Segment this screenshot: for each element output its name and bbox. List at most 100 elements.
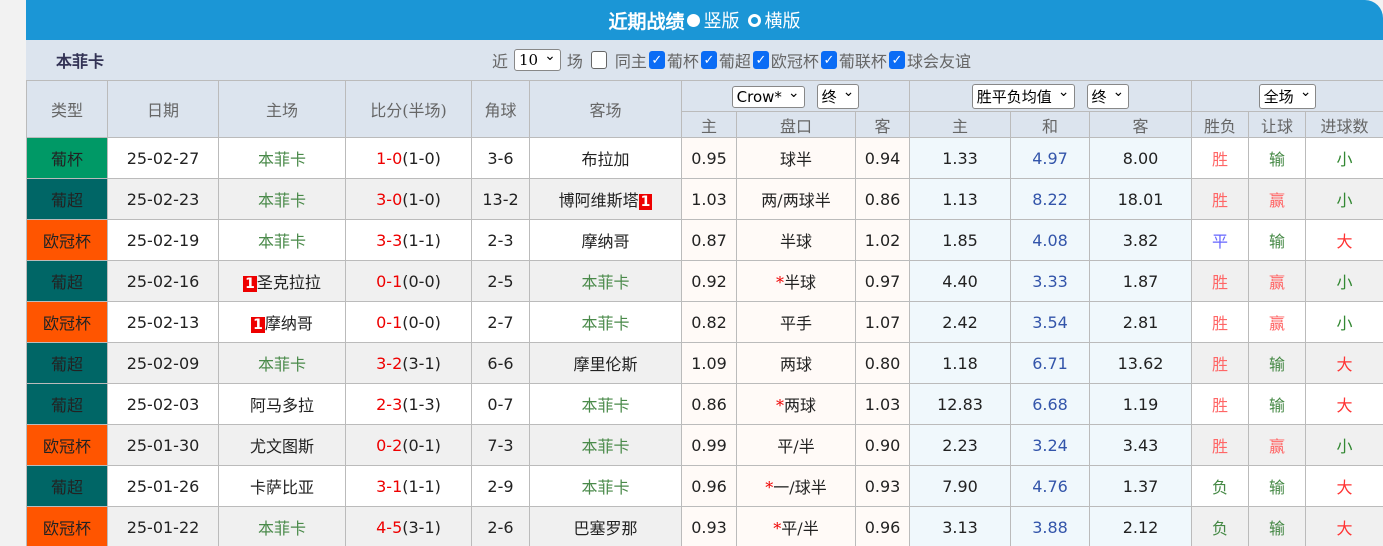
col-score: 比分(半场) — [345, 80, 472, 138]
home-team[interactable]: 本菲卡 — [218, 342, 346, 384]
result-wl: 平 — [1191, 219, 1250, 261]
home-team[interactable]: 1 圣克拉拉 — [218, 260, 346, 302]
ah-line-value: 一/球半 — [773, 478, 827, 497]
away-team[interactable]: 本菲卡 — [529, 465, 682, 507]
match-score[interactable]: 2-3(1-3) — [345, 383, 472, 425]
full-time-score: 0-1 — [376, 271, 403, 291]
home-team[interactable]: 1 摩纳哥 — [218, 301, 346, 343]
away-team-name: 布拉加 — [581, 150, 630, 169]
result-goals: 小 — [1305, 178, 1383, 220]
match-score[interactable]: 3-2(3-1) — [345, 342, 472, 384]
home-team[interactable]: 阿马多拉 — [218, 383, 346, 425]
home-team[interactable]: 本菲卡 — [218, 506, 346, 546]
same-home-checkbox[interactable] — [590, 51, 607, 69]
result-handicap: 输 — [1248, 342, 1307, 384]
away-team[interactable]: 布拉加 — [529, 137, 682, 179]
match-score[interactable]: 0-1(0-0) — [345, 260, 472, 302]
competition-type[interactable]: 欧冠杯 — [26, 424, 108, 466]
away-team-name: 本菲卡 — [581, 437, 630, 456]
radio-horizontal[interactable] — [747, 13, 761, 27]
match-score[interactable]: 3-3(1-1) — [345, 219, 472, 261]
col-ah-line: 盘口 — [736, 111, 856, 138]
away-team[interactable]: 本菲卡 — [529, 383, 682, 425]
ah-away-odds: 0.93 — [854, 465, 911, 507]
eu-stage-select[interactable]: 终 — [1086, 83, 1130, 109]
competition-type[interactable]: 欧冠杯 — [26, 301, 108, 343]
away-team-name: 本菲卡 — [581, 478, 630, 497]
col-wl: 胜负 — [1191, 111, 1250, 138]
home-team-name: 本菲卡 — [257, 519, 306, 538]
home-team[interactable]: 本菲卡 — [218, 178, 346, 220]
eu-away-odds: 8.00 — [1089, 137, 1193, 179]
competition-checkbox[interactable]: ✓ — [752, 51, 769, 69]
competition-type[interactable]: 葡超 — [26, 465, 108, 507]
eu-away-odds: 13.62 — [1089, 342, 1193, 384]
ah-line: *两球 — [736, 383, 856, 425]
ah-line: 平手 — [736, 301, 856, 343]
match-row: 葡超 25-02-23 本菲卡 3-0(1-0) 13-2 博阿维斯塔 1 1.03 两/两球半… — [26, 178, 1383, 220]
filter-row: 本菲卡 近 10 场 同主 ✓葡杯✓葡超✓欧冠杯✓葡联杯✓球会友谊 — [26, 40, 1383, 80]
full-time-score: 3-1 — [376, 476, 403, 496]
period-select[interactable]: 全场 — [1258, 83, 1317, 109]
red-card-badge: 1 — [251, 317, 265, 333]
competition-type[interactable]: 葡超 — [26, 342, 108, 384]
ah-stage-select[interactable]: 终 — [816, 83, 860, 109]
panel-title: 近期战绩 — [608, 10, 685, 33]
eu-away-odds: 1.87 — [1089, 260, 1193, 302]
home-team-name: 本菲卡 — [257, 232, 306, 251]
match-score[interactable]: 1-0(1-0) — [345, 137, 472, 179]
competition-label: 葡杯 — [666, 52, 699, 71]
away-team[interactable]: 巴塞罗那 — [529, 506, 682, 546]
eu-type-select[interactable]: 胜平负均值 — [971, 83, 1075, 109]
match-score[interactable]: 4-5(3-1) — [345, 506, 472, 546]
competition-type[interactable]: 欧冠杯 — [26, 506, 108, 546]
away-team[interactable]: 摩里伦斯 — [529, 342, 682, 384]
full-time-score: 3-2 — [376, 353, 403, 373]
full-time-score: 4-5 — [376, 517, 403, 537]
match-score[interactable]: 0-1(0-0) — [345, 301, 472, 343]
competition-checkbox[interactable]: ✓ — [888, 51, 905, 69]
away-team[interactable]: 本菲卡 — [529, 260, 682, 302]
ah-line-value: 半球 — [783, 273, 816, 292]
half-time-score: (1-0) — [402, 189, 441, 209]
star-mark: * — [765, 478, 774, 497]
match-date: 25-02-19 — [107, 219, 219, 261]
result-goals: 小 — [1305, 137, 1383, 179]
home-team[interactable]: 尤文图斯 — [218, 424, 346, 466]
match-score[interactable]: 0-2(0-1) — [345, 424, 472, 466]
result-wl: 负 — [1191, 506, 1250, 546]
away-team[interactable]: 本菲卡 — [529, 301, 682, 343]
match-count-select[interactable]: 10 — [514, 49, 561, 71]
competition-checkbox[interactable]: ✓ — [700, 51, 717, 69]
half-time-score: (1-1) — [402, 476, 441, 496]
competition-checkbox[interactable]: ✓ — [648, 51, 665, 69]
result-wl: 胜 — [1191, 178, 1250, 220]
competition-type[interactable]: 葡超 — [26, 260, 108, 302]
away-team[interactable]: 本菲卡 — [529, 424, 682, 466]
competition-type[interactable]: 葡超 — [26, 178, 108, 220]
match-score[interactable]: 3-0(1-0) — [345, 178, 472, 220]
ah-home-odds: 0.95 — [681, 137, 737, 179]
home-team[interactable]: 卡萨比亚 — [218, 465, 346, 507]
eu-draw-odds: 6.68 — [1010, 383, 1091, 425]
result-goals: 大 — [1305, 506, 1383, 546]
competition-type[interactable]: 欧冠杯 — [26, 219, 108, 261]
home-team[interactable]: 本菲卡 — [218, 219, 346, 261]
match-score[interactable]: 3-1(1-1) — [345, 465, 472, 507]
away-team[interactable]: 摩纳哥 — [529, 219, 682, 261]
corner-score: 2-7 — [471, 301, 530, 343]
competition-checkbox[interactable]: ✓ — [820, 51, 837, 69]
ah-home-odds: 0.96 — [681, 465, 737, 507]
competition-type[interactable]: 葡杯 — [26, 137, 108, 179]
away-team[interactable]: 博阿维斯塔 1 — [529, 178, 682, 220]
ah-company-select[interactable]: Crow* — [731, 85, 805, 108]
eu-home-odds: 1.13 — [909, 178, 1012, 220]
match-row: 欧冠杯 25-02-13 1 摩纳哥 0-1(0-0) 2-7 本菲卡 0.82 平手 1.07 2… — [26, 301, 1383, 343]
col-home: 主场 — [218, 80, 346, 138]
home-team[interactable]: 本菲卡 — [218, 137, 346, 179]
competition-type[interactable]: 葡超 — [26, 383, 108, 425]
ah-line-value: 平手 — [779, 314, 812, 333]
match-date: 25-01-30 — [107, 424, 219, 466]
radio-vertical[interactable] — [686, 13, 700, 27]
ah-away-odds: 1.03 — [854, 383, 911, 425]
